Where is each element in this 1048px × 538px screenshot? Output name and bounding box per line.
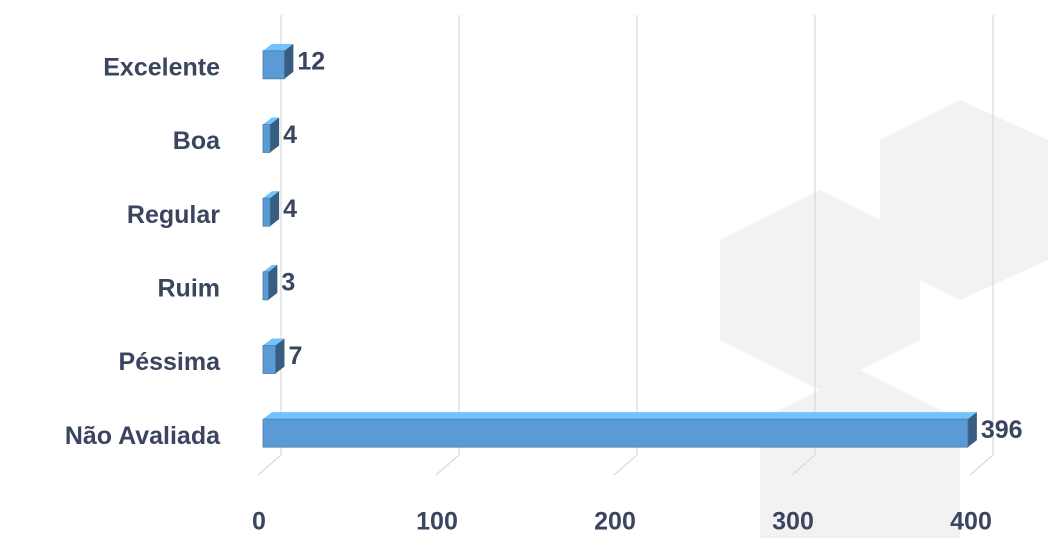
decor-hex	[760, 370, 960, 538]
grid-line	[791, 15, 816, 476]
bar	[262, 412, 977, 448]
x-tick-label: 100	[416, 508, 458, 536]
y-tick-label: Boa	[173, 127, 221, 155]
bar-top	[263, 191, 280, 199]
bar-top	[263, 412, 977, 420]
value-label: 4	[283, 121, 297, 149]
value-label: 12	[297, 47, 325, 75]
bar-front	[262, 418, 969, 448]
bar	[262, 264, 278, 301]
bar-top	[263, 338, 285, 346]
y-tick-label: Ruim	[158, 274, 221, 302]
y-tick-label: Excelente	[103, 53, 220, 81]
bar-side	[967, 412, 977, 448]
background-decor	[720, 100, 1048, 538]
value-label: 3	[281, 268, 295, 296]
bar-side	[270, 191, 280, 227]
y-tick-label: Regular	[127, 201, 220, 229]
bar-front	[262, 197, 271, 227]
bar	[262, 117, 280, 153]
bar-side	[275, 338, 285, 374]
value-label: 396	[981, 416, 1023, 444]
y-tick-label: Péssima	[119, 348, 222, 376]
bar-top	[263, 43, 294, 51]
x-tick-label: 0	[252, 508, 266, 536]
value-label: 4	[283, 195, 297, 223]
bar-side	[270, 117, 280, 153]
bar	[262, 191, 280, 227]
decor-hex	[880, 100, 1048, 300]
bar-front	[262, 271, 269, 301]
bar	[262, 338, 285, 374]
value-label: 7	[288, 342, 302, 370]
y-tick-label: Não Avaliada	[65, 422, 221, 450]
bar-top	[263, 264, 278, 272]
x-tick-label: 300	[772, 508, 814, 536]
decor-hex	[720, 190, 920, 390]
grid-line	[969, 15, 994, 476]
grid-line	[435, 15, 460, 476]
grid-line	[613, 15, 638, 476]
x-tick-label: 200	[594, 508, 636, 536]
x-tick-label: 400	[950, 508, 992, 536]
bar-front	[262, 345, 276, 374]
bar-front	[262, 124, 271, 153]
grid-line	[257, 15, 282, 476]
bar-front	[262, 50, 285, 80]
bar-top	[263, 117, 280, 125]
bar	[262, 43, 294, 80]
bar-side	[284, 43, 294, 79]
bar-side	[268, 264, 278, 300]
